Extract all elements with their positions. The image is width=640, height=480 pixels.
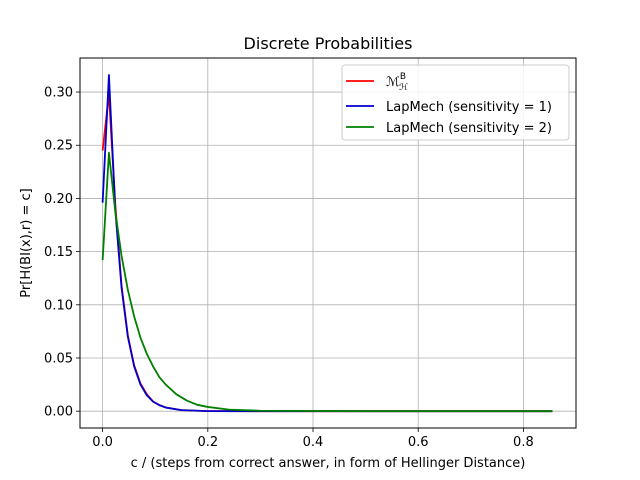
series-line-3 bbox=[101, 151, 553, 413]
y-tick-label: 0.10 bbox=[44, 298, 73, 313]
y-tick-label: 0.20 bbox=[44, 192, 73, 207]
x-tick-label: 0.4 bbox=[303, 435, 324, 450]
x-tick-label: 0.2 bbox=[197, 435, 218, 450]
legend-label-series-3: LapMech (sensitivity = 2) bbox=[386, 121, 552, 136]
y-tick-label: 0.15 bbox=[44, 245, 73, 260]
legend-box bbox=[341, 64, 570, 141]
legend-label-series-1: ℳB ℋ bbox=[386, 72, 408, 93]
y-tick-label: 0.30 bbox=[44, 86, 73, 101]
x-axis-ticks: 0.0 0.2 0.4 0.6 0.8 bbox=[92, 428, 534, 450]
plot-frame bbox=[79, 57, 577, 429]
y-tick-label: 0.00 bbox=[44, 405, 73, 420]
grid bbox=[80, 58, 576, 428]
chart-title: Discrete Probabilities bbox=[244, 34, 413, 53]
y-axis-label: Pr[H(BI(x),r) = c] bbox=[19, 188, 34, 297]
series-layer bbox=[101, 74, 553, 413]
legend: ℳB ℋ LapMech (sensitivity = 1) LapMech (s… bbox=[341, 64, 570, 141]
y-tick-label: 0.25 bbox=[44, 139, 73, 154]
y-tick-label: 0.05 bbox=[44, 352, 73, 367]
legend-label-series-2: LapMech (sensitivity = 1) bbox=[386, 100, 552, 115]
x-tick-label: 0.0 bbox=[92, 435, 113, 450]
x-tick-label: 0.8 bbox=[513, 435, 534, 450]
x-tick-label: 0.6 bbox=[408, 435, 429, 450]
x-axis-label: c / (steps from correct answer, in form … bbox=[131, 456, 526, 471]
y-axis-ticks: 0.00 0.05 0.10 0.15 0.20 0.25 0.30 bbox=[44, 86, 80, 420]
